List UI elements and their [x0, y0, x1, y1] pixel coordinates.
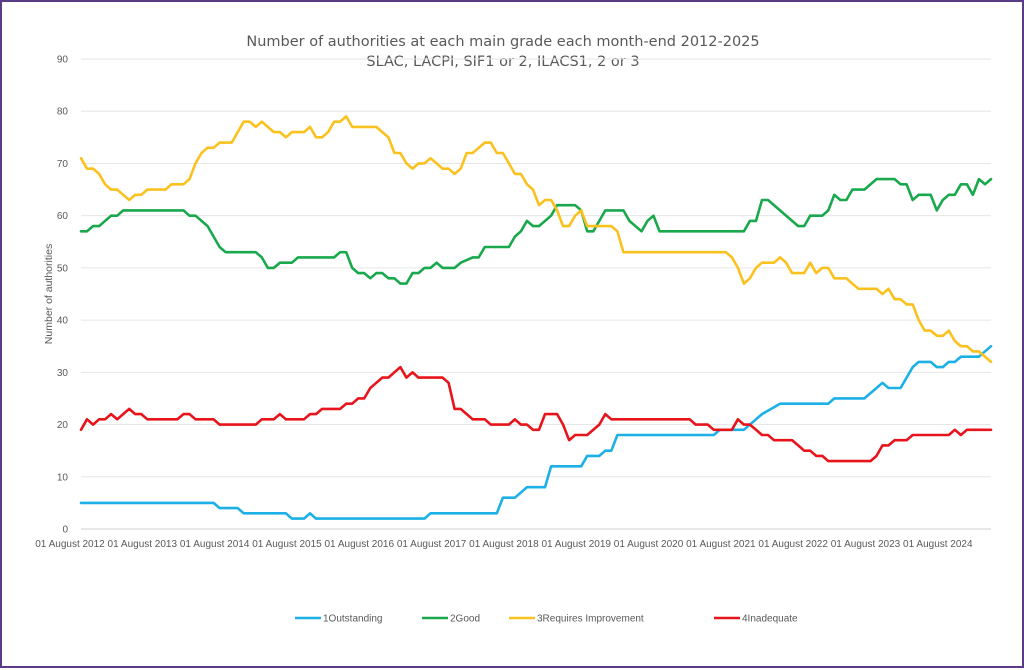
- series-line-2: [79, 177, 993, 285]
- y-tick-label: 40: [57, 316, 69, 327]
- series-line-3: [79, 115, 993, 364]
- x-tick-label: 01 August 2024: [903, 539, 973, 550]
- x-tick-label: 01 August 2017: [397, 539, 467, 550]
- x-tick-label: 01 August 2021: [686, 539, 756, 550]
- x-tick-label: 01 August 2013: [108, 539, 178, 550]
- legend-label-4: 4Inadequate: [742, 614, 798, 625]
- x-tick-label: 01 August 2018: [469, 539, 539, 550]
- y-tick-label: 50: [57, 263, 69, 274]
- x-axis: 01 August 2012 01 August 2013 01 August 20…: [35, 539, 973, 550]
- legend-label-2: 2Good: [450, 614, 480, 625]
- series-line-4: [79, 365, 993, 463]
- chart-title: Number of authorities at each main grade…: [246, 34, 759, 50]
- x-tick-label: 01 August 2012: [35, 539, 105, 550]
- legend-label-1: 1Outstanding: [323, 614, 383, 625]
- y-tick-label: 70: [57, 159, 69, 170]
- series-line-1: [79, 344, 993, 520]
- x-tick-label: 01 August 2015: [252, 539, 322, 550]
- gridlines: [81, 58, 991, 530]
- x-tick-label: 01 August 2019: [541, 539, 611, 550]
- x-tick-label: 01 August 2023: [831, 539, 901, 550]
- y-tick-label: 80: [57, 107, 69, 118]
- x-tick-label: 01 August 2022: [758, 539, 828, 550]
- x-tick-label: 01 August 2014: [180, 539, 250, 550]
- x-tick-label: 01 August 2020: [614, 539, 684, 550]
- y-tick-label: 20: [57, 420, 69, 431]
- series-lines: [79, 115, 993, 520]
- y-tick-label: 30: [57, 368, 69, 379]
- chart-subtitle: SLAC, LACPI, SIF1 or 2, ILACS1, 2 or 3: [366, 54, 639, 70]
- y-tick-label: 10: [57, 472, 69, 483]
- legend-label-3: 3Requires Improvement: [537, 614, 644, 625]
- x-tick-label: 01 August 2016: [325, 539, 395, 550]
- y-axis: 0 10 20 30 40 50 60 70 80 90: [57, 55, 69, 536]
- y-axis-label: Number of authorities: [43, 244, 55, 344]
- y-tick-label: 90: [57, 55, 69, 66]
- y-tick-label: 60: [57, 211, 69, 222]
- y-tick-label: 0: [62, 525, 68, 536]
- legend: 1Outstanding 2Good 3Requires Improvement 4I…: [295, 614, 798, 625]
